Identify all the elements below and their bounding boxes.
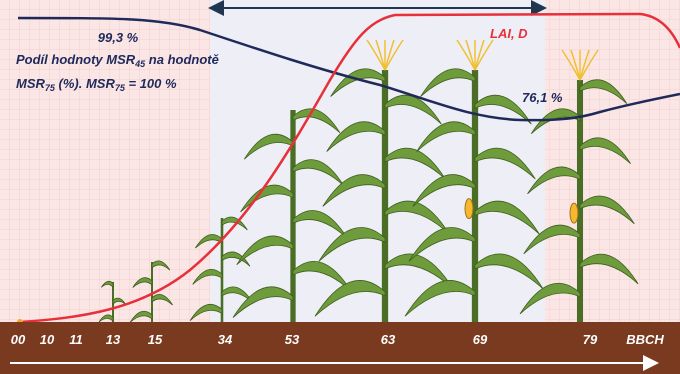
plant-leaf [384,94,442,125]
plant-leaf [240,184,294,213]
bbch-stage: 10 [40,332,55,347]
plant-leaf [151,260,171,271]
plant-leaf [404,280,476,317]
msr-end-value: 76,1 % [522,90,563,105]
plant [404,39,544,322]
critical-period [210,0,545,322]
bbch-stage: 13 [106,332,121,347]
msr-caption-line: Podíl hodnoty MSR45 na hodnotě [16,52,220,69]
plant-leaf [474,200,540,235]
bbch-stage: 11 [69,332,83,347]
plant-leaf [318,227,386,262]
tassel [375,39,386,71]
tassel [465,39,476,71]
plant-leaf [330,68,386,97]
caption-subscript: 75 [45,83,56,93]
plant-leaf [132,277,153,288]
plant-leaf [194,234,223,249]
caption-part: Podíl hodnoty MSR [16,52,136,67]
caption-subscript: 75 [115,83,126,93]
plant-leaf [192,269,223,285]
plant-leaf [420,68,476,97]
tassel [366,39,386,71]
bbch-stage: 15 [148,332,163,347]
plant-leaf [523,224,581,255]
bbch-stage: 00 [11,332,26,347]
plant-leaf [579,137,631,165]
tassel [579,49,599,81]
plant-leaf [527,166,581,195]
plant-leaf [519,282,581,315]
plants [98,39,639,323]
plant-leaf [151,294,173,306]
caption-part: na hodnotě [145,52,219,67]
plant-leaf [474,94,532,125]
plant [314,39,454,322]
plant-leaf [326,121,386,152]
bbch-axis-label: BBCH [626,332,664,347]
plant-leaf [221,251,251,267]
caption-part: MSR [16,76,46,91]
bbch-stage: 69 [473,332,488,347]
tassel [561,49,581,81]
plant-leaf [236,235,294,266]
bbch-stage: 53 [285,332,300,347]
lai-curve [19,12,680,324]
plant-leaf [189,303,223,322]
lai-label: LAI, D [490,26,528,41]
plant-leaf [474,147,536,180]
plant-leaf [579,79,628,104]
tassel [474,39,494,71]
plant-leaf [416,121,476,152]
plant-leaf [408,227,476,262]
plant-leaf [579,253,639,285]
caption-part: = 100 % [125,76,177,91]
plant-leaf [292,108,341,134]
tassel [384,39,404,71]
tassel [456,39,476,71]
soil [0,322,680,374]
caption-subscript: 45 [134,59,146,69]
plant-leaf [243,133,294,160]
bbch-stages: 00 10 11 13 15 34 53 63 69 79 BBCH [11,332,665,347]
cob [464,198,474,220]
caption-part: (%). MSR [55,76,116,91]
cob [569,202,579,224]
plant [519,49,639,322]
plant-leaf [314,280,386,317]
plant-leaf [412,174,476,207]
bbch-stage: 63 [381,332,396,347]
plant-leaf [100,280,114,289]
plant-leaf [579,195,635,225]
msr-start-value: 99,3 % [98,30,139,45]
plant-leaf [322,174,386,207]
plant [98,280,127,323]
bbch-stage: 79 [583,332,598,347]
msr-curve [17,16,680,122]
tassel [570,49,581,81]
bbch-stage: 34 [218,332,233,347]
plant-leaf [232,286,294,318]
plant [189,216,254,322]
plant-leaf [221,216,248,231]
msr-caption-line: MSR75 (%). MSR75 = 100 % [16,76,177,93]
